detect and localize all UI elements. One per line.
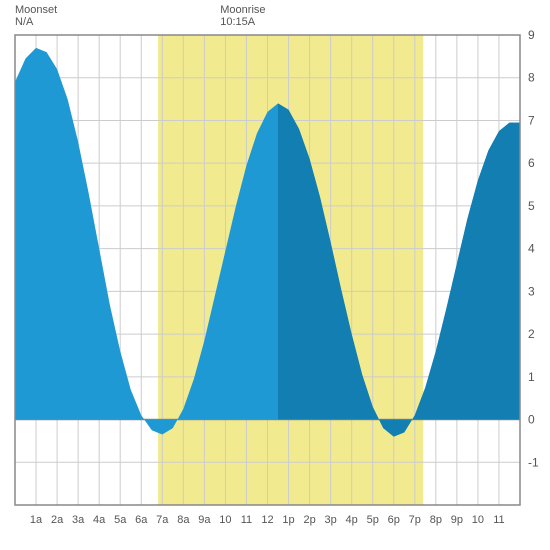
x-tick-label: 3a	[72, 514, 85, 526]
tide-chart-container: Moonset N/A Moonrise 10:15A -10123456789…	[0, 0, 550, 550]
x-tick-label: 9a	[198, 514, 211, 526]
moonrise-label: Moonrise	[220, 4, 265, 16]
moonset-block: Moonset N/A	[15, 4, 57, 28]
x-tick-label: 6p	[388, 514, 400, 526]
moonrise-value: 10:15A	[220, 16, 265, 28]
x-tick-label: 2p	[303, 514, 315, 526]
x-tick-label: 3p	[325, 514, 337, 526]
x-tick-label: 5p	[367, 514, 379, 526]
y-tick-label: 2	[528, 327, 535, 341]
x-tick-label: 4p	[346, 514, 358, 526]
x-tick-label: 2a	[51, 514, 64, 526]
moonset-label: Moonset	[15, 4, 57, 16]
x-tick-label: 11	[493, 514, 504, 526]
x-tick-label: 1p	[282, 514, 294, 526]
x-tick-label: 7p	[409, 514, 421, 526]
y-tick-label: 3	[528, 284, 535, 298]
y-tick-label: 1	[528, 370, 535, 384]
x-tick-label: 5a	[114, 514, 127, 526]
x-tick-label: 1a	[30, 514, 43, 526]
y-tick-label: 0	[528, 413, 535, 427]
x-tick-label: 9p	[451, 514, 463, 526]
y-tick-label: 6	[528, 156, 535, 170]
x-tick-label: 6a	[135, 514, 148, 526]
tide-chart-svg: -101234567891a2a3a4a5a6a7a8a9a1011121p2p…	[0, 0, 550, 550]
header-labels: Moonset N/A Moonrise 10:15A	[15, 4, 266, 28]
x-tick-label: 10	[472, 514, 484, 526]
x-tick-label: 7a	[156, 514, 169, 526]
x-tick-label: 8p	[430, 514, 442, 526]
moonrise-block: Moonrise 10:15A	[220, 4, 265, 28]
x-tick-label: 8a	[177, 514, 190, 526]
x-tick-label: 12	[261, 514, 273, 526]
x-tick-label: 10	[219, 514, 231, 526]
y-tick-label: 9	[528, 28, 535, 42]
y-tick-label: 4	[528, 242, 535, 256]
x-tick-label: 4a	[93, 514, 106, 526]
y-tick-label: 5	[528, 199, 535, 213]
y-tick-label: 8	[528, 71, 535, 85]
moonset-value: N/A	[15, 16, 57, 28]
y-tick-label: -1	[528, 455, 539, 469]
x-tick-label: 11	[241, 514, 252, 526]
y-tick-label: 7	[528, 113, 535, 127]
